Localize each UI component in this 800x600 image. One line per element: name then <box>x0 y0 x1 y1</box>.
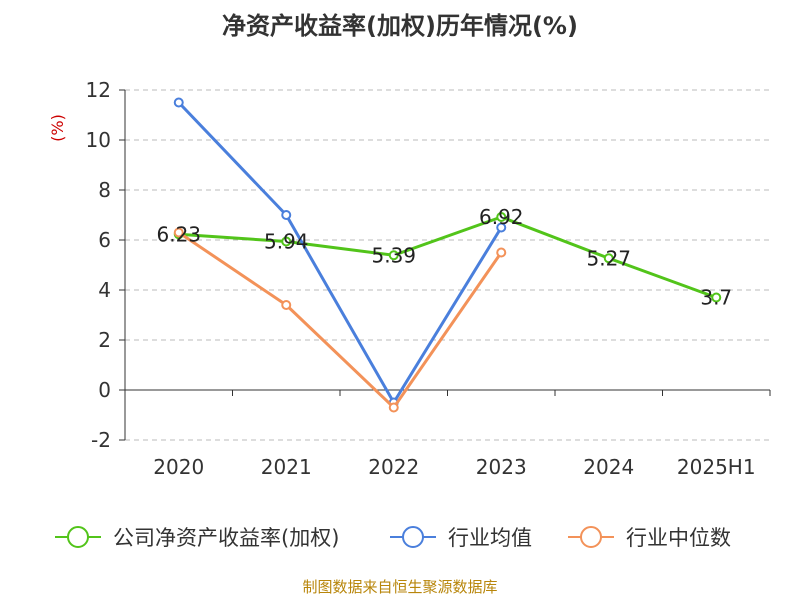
series-point-0 <box>603 253 614 264</box>
series-point-2 <box>388 402 399 413</box>
x-tick-label: 2023 <box>476 455 527 479</box>
x-tick-label: 2022 <box>368 455 419 479</box>
x-tick-label: 2021 <box>261 455 312 479</box>
legend-label: 公司净资产收益率(加权) <box>113 526 339 550</box>
series-lines <box>173 97 722 413</box>
series-point-0 <box>388 250 399 261</box>
series-line-1 <box>177 101 503 404</box>
axes: -2 0 2 4 6 8 10 12 2020 2021 2022 2023 2024 2025H1 <box>86 78 771 479</box>
data-label: 6.92 <box>479 205 524 229</box>
legend-label: 行业均值 <box>448 526 532 550</box>
legend-swatch-marker <box>67 526 89 548</box>
data-label: 5.27 <box>586 246 631 270</box>
y-tick-label: 0 <box>98 378 111 402</box>
y-tick-label: 6 <box>98 228 111 252</box>
legend-swatch-marker <box>580 526 602 548</box>
data-label: 5.39 <box>371 243 416 267</box>
series-point-2 <box>496 247 507 258</box>
data-labels: 6.23 5.94 5.39 6.92 5.27 3.7 <box>156 205 732 310</box>
source-note: 制图数据来自恒生聚源数据库 <box>302 578 497 596</box>
y-axis-unit: (%) <box>48 114 67 142</box>
series-point-2 <box>281 300 292 310</box>
gridlines <box>125 89 770 441</box>
x-tick-label: 2025H1 <box>677 455 756 479</box>
series-point-1 <box>496 222 507 233</box>
series-point-1 <box>173 97 184 108</box>
x-tick-label: 2024 <box>583 455 634 479</box>
y-tick-label: 10 <box>86 128 111 152</box>
series-point-0 <box>496 212 507 222</box>
series-point-1 <box>281 210 292 220</box>
y-tick-label: -2 <box>91 428 111 452</box>
y-tick-label: 8 <box>98 178 111 202</box>
y-tick-label: 4 <box>98 278 111 302</box>
data-label: 5.94 <box>264 230 309 254</box>
series-point-0 <box>281 236 292 247</box>
data-label: 3.7 <box>700 286 732 310</box>
legend-label: 行业中位数 <box>626 526 731 550</box>
series-point-0 <box>711 292 722 303</box>
x-tick-label: 2020 <box>153 455 204 479</box>
y-tick-label: 2 <box>98 328 111 352</box>
legend: 公司净资产收益率(加权) 行业均值 行业中位数 <box>55 526 731 550</box>
series-line-2 <box>177 231 503 409</box>
data-label: 6.23 <box>156 222 201 246</box>
legend-swatch-marker <box>402 526 424 548</box>
series-point-2 <box>173 227 184 238</box>
series-line-0 <box>178 215 717 299</box>
y-tick-label: 12 <box>86 78 111 102</box>
chart-title: 净资产收益率(加权)历年情况(%) <box>222 12 578 40</box>
